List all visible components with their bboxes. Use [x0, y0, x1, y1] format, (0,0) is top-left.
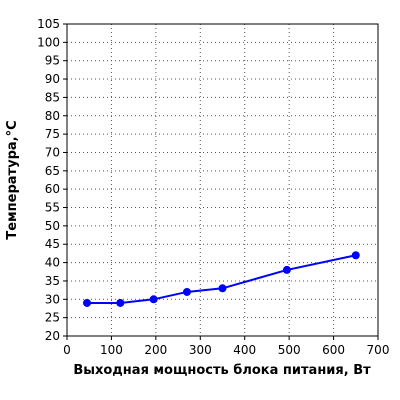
- y-tick-label: 100: [37, 35, 60, 49]
- data-point: [82, 298, 91, 307]
- y-tick-label: 60: [45, 182, 60, 196]
- x-tick-label: 200: [144, 343, 167, 357]
- data-point: [282, 265, 291, 274]
- y-tick-label: 75: [45, 127, 60, 141]
- y-axis-title: Температура,°C: [5, 120, 20, 239]
- y-tick-label: 25: [45, 311, 60, 325]
- y-tick-label: 95: [45, 54, 60, 68]
- y-axis-ticks: 20 25 30 35 40 45 50 55 60 65 70 75 80 85 90 95 100 105: [37, 17, 67, 343]
- y-tick-label: 30: [45, 292, 60, 306]
- y-tick-label: 40: [45, 256, 60, 270]
- grid-lines: [67, 24, 378, 336]
- y-tick-label: 65: [45, 164, 60, 178]
- y-tick-label: 80: [45, 109, 60, 123]
- y-tick-label: 20: [45, 329, 60, 343]
- plot-area-frame: [66, 23, 379, 337]
- x-tick-label: 500: [278, 343, 301, 357]
- data-point: [149, 295, 158, 304]
- y-tick-label: 35: [45, 274, 60, 288]
- x-tick-label: 100: [100, 343, 123, 357]
- data-point: [116, 298, 125, 307]
- y-tick-label: 90: [45, 72, 60, 86]
- data-point: [351, 251, 360, 260]
- x-axis-ticks: 0 100 200 300 400 500 600 700: [63, 336, 389, 357]
- y-tick-label: 55: [45, 201, 60, 215]
- y-tick-label: 105: [37, 17, 60, 31]
- y-tick-label: 85: [45, 90, 60, 104]
- x-tick-label: 600: [322, 343, 345, 357]
- y-tick-label: 50: [45, 219, 60, 233]
- y-tick-label: 70: [45, 145, 60, 159]
- data-point: [182, 287, 191, 296]
- series-layer: [82, 251, 360, 307]
- x-axis-title: Выходная мощность блока питания, Вт: [73, 363, 371, 378]
- x-tick-label: 400: [233, 343, 256, 357]
- y-tick-label: 45: [45, 237, 60, 251]
- data-point: [218, 284, 227, 293]
- x-tick-label: 300: [189, 343, 212, 357]
- x-tick-label: 0: [63, 343, 71, 357]
- x-tick-label: 700: [367, 343, 390, 357]
